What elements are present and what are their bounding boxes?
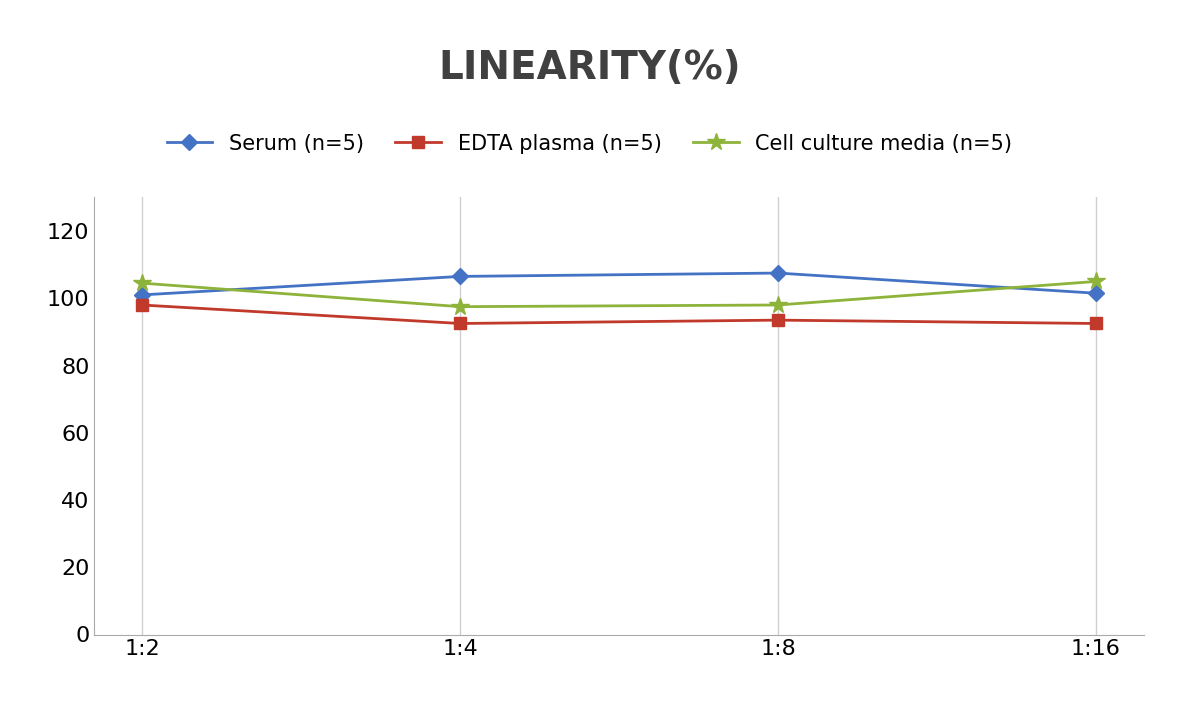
Line: EDTA plasma (n=5): EDTA plasma (n=5): [137, 300, 1101, 329]
Text: LINEARITY(%): LINEARITY(%): [439, 49, 740, 87]
Serum (n=5): [1089, 289, 1104, 298]
Serum (n=5): [134, 290, 149, 299]
Legend: Serum (n=5), EDTA plasma (n=5), Cell culture media (n=5): Serum (n=5), EDTA plasma (n=5), Cell cul…: [156, 123, 1023, 164]
EDTA plasma (n=5): [134, 301, 149, 309]
Serum (n=5): [771, 269, 785, 277]
Line: Serum (n=5): Serum (n=5): [137, 267, 1101, 300]
Cell culture media (n=5): [453, 302, 467, 311]
EDTA plasma (n=5): [1089, 319, 1104, 328]
Line: Cell culture media (n=5): Cell culture media (n=5): [133, 272, 1105, 316]
Cell culture media (n=5): [1089, 277, 1104, 286]
EDTA plasma (n=5): [453, 319, 467, 328]
Cell culture media (n=5): [771, 301, 785, 309]
Serum (n=5): [453, 272, 467, 281]
EDTA plasma (n=5): [771, 316, 785, 324]
Cell culture media (n=5): [134, 279, 149, 288]
